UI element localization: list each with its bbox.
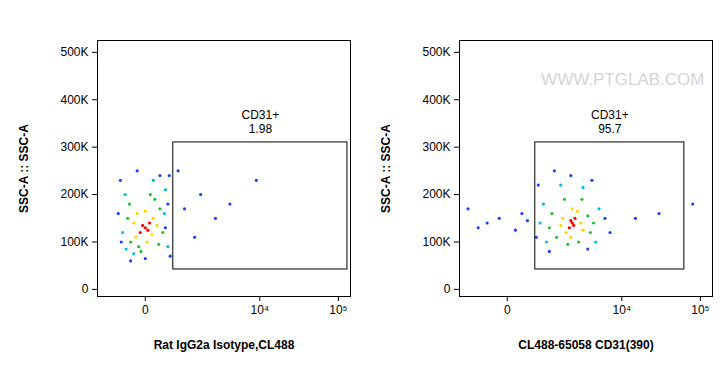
svg-text:10⁵: 10⁵ — [691, 303, 709, 317]
svg-text:10⁴: 10⁴ — [251, 303, 270, 317]
svg-text:CD31+: CD31+ — [591, 108, 629, 122]
svg-text:0: 0 — [82, 282, 89, 296]
svg-text:Rat IgG2a Isotype,CL488: Rat IgG2a Isotype,CL488 — [154, 338, 295, 352]
svg-text:200K: 200K — [422, 187, 450, 201]
svg-text:200K: 200K — [60, 187, 88, 201]
svg-text:300K: 300K — [60, 140, 88, 154]
svg-text:0: 0 — [142, 303, 149, 317]
svg-text:500K: 500K — [422, 45, 450, 59]
svg-text:CD31+: CD31+ — [242, 108, 280, 122]
svg-text:0: 0 — [504, 303, 511, 317]
svg-text:0: 0 — [444, 282, 451, 296]
svg-text:95.7: 95.7 — [598, 122, 622, 136]
svg-text:1.98: 1.98 — [249, 122, 273, 136]
svg-text:CL488-65058 CD31(390): CL488-65058 CD31(390) — [518, 338, 653, 352]
svg-text:10⁴: 10⁴ — [613, 303, 632, 317]
svg-text:100K: 100K — [60, 235, 88, 249]
svg-text:100K: 100K — [422, 235, 450, 249]
svg-text:WWW.PTGLAB.COM: WWW.PTGLAB.COM — [541, 70, 704, 89]
svg-text:SSC-A :: SSC-A: SSC-A :: SSC-A — [379, 124, 393, 213]
svg-text:500K: 500K — [60, 45, 88, 59]
svg-text:300K: 300K — [422, 140, 450, 154]
svg-text:400K: 400K — [60, 93, 88, 107]
svg-text:10⁵: 10⁵ — [329, 303, 347, 317]
svg-text:SSC-A :: SSC-A: SSC-A :: SSC-A — [17, 124, 31, 213]
svg-text:400K: 400K — [422, 93, 450, 107]
